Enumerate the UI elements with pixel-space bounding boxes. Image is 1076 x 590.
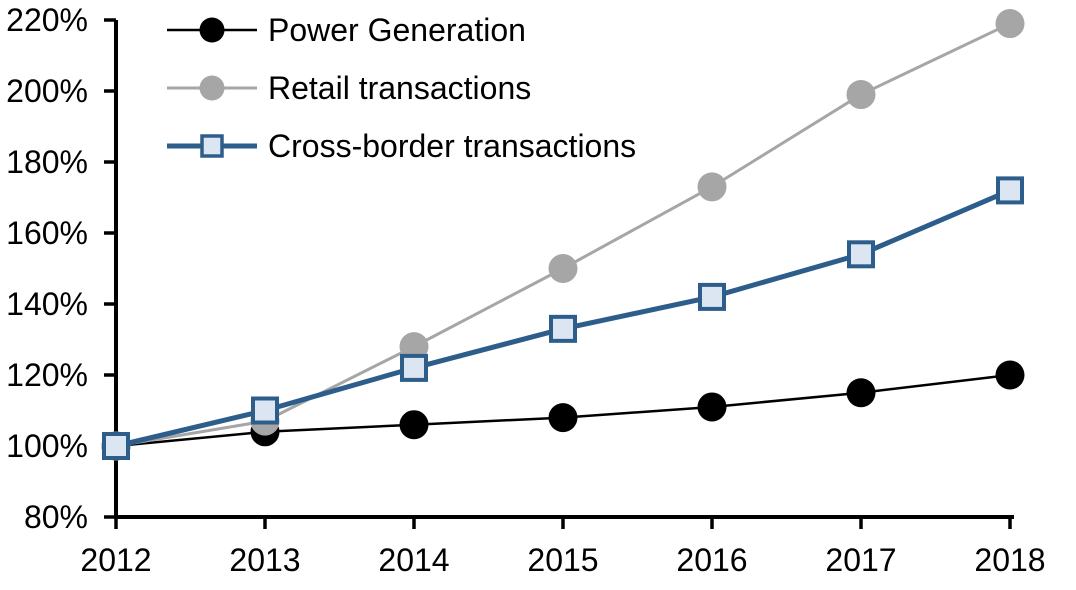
x-tick-label: 2012	[80, 542, 151, 578]
marker-retail-transactions	[846, 80, 876, 110]
y-tick-label: 220%	[6, 2, 88, 38]
marker-cross-border-transactions	[996, 176, 1024, 205]
x-tick-label: 2016	[676, 542, 747, 578]
legend-marker-retail-transactions	[199, 75, 225, 101]
y-tick-label: 160%	[6, 215, 88, 251]
marker-retail-transactions	[399, 332, 429, 362]
marker-cross-border-transactions	[102, 432, 130, 460]
marker-cross-border-transactions	[400, 353, 428, 382]
y-tick-label: 80%	[24, 499, 88, 535]
marker-power-generation	[399, 410, 429, 440]
marker-retail-transactions	[697, 172, 727, 202]
y-tick-label: 100%	[6, 428, 88, 464]
marker-retail-transactions	[995, 9, 1025, 39]
y-tick-label: 140%	[6, 286, 88, 322]
marker-cross-border-transactions	[549, 314, 577, 343]
y-tick-label: 180%	[6, 144, 88, 180]
marker-power-generation	[548, 403, 578, 433]
x-tick-label: 2018	[974, 542, 1045, 578]
legend-marker-cross-border-transactions	[200, 134, 224, 158]
x-tick-label: 2014	[378, 542, 449, 578]
y-tick-label: 120%	[6, 357, 88, 393]
legend-label-cross-border-transactions: Cross-border transactions	[268, 128, 636, 164]
x-tick-label: 2017	[825, 542, 896, 578]
marker-cross-border-transactions	[251, 396, 279, 425]
legend-label-power-generation: Power Generation	[268, 12, 526, 48]
marker-power-generation	[995, 360, 1025, 390]
marker-cross-border-transactions	[847, 240, 875, 269]
marker-retail-transactions	[548, 254, 578, 283]
x-tick-label: 2013	[229, 542, 300, 578]
x-tick-label: 2015	[527, 542, 598, 578]
marker-power-generation	[697, 392, 727, 422]
legend-marker-power-generation	[199, 17, 225, 43]
marker-cross-border-transactions	[698, 282, 726, 311]
legend-label-retail-transactions: Retail transactions	[268, 70, 531, 106]
y-tick-label: 200%	[6, 73, 88, 109]
marker-power-generation	[846, 378, 876, 408]
